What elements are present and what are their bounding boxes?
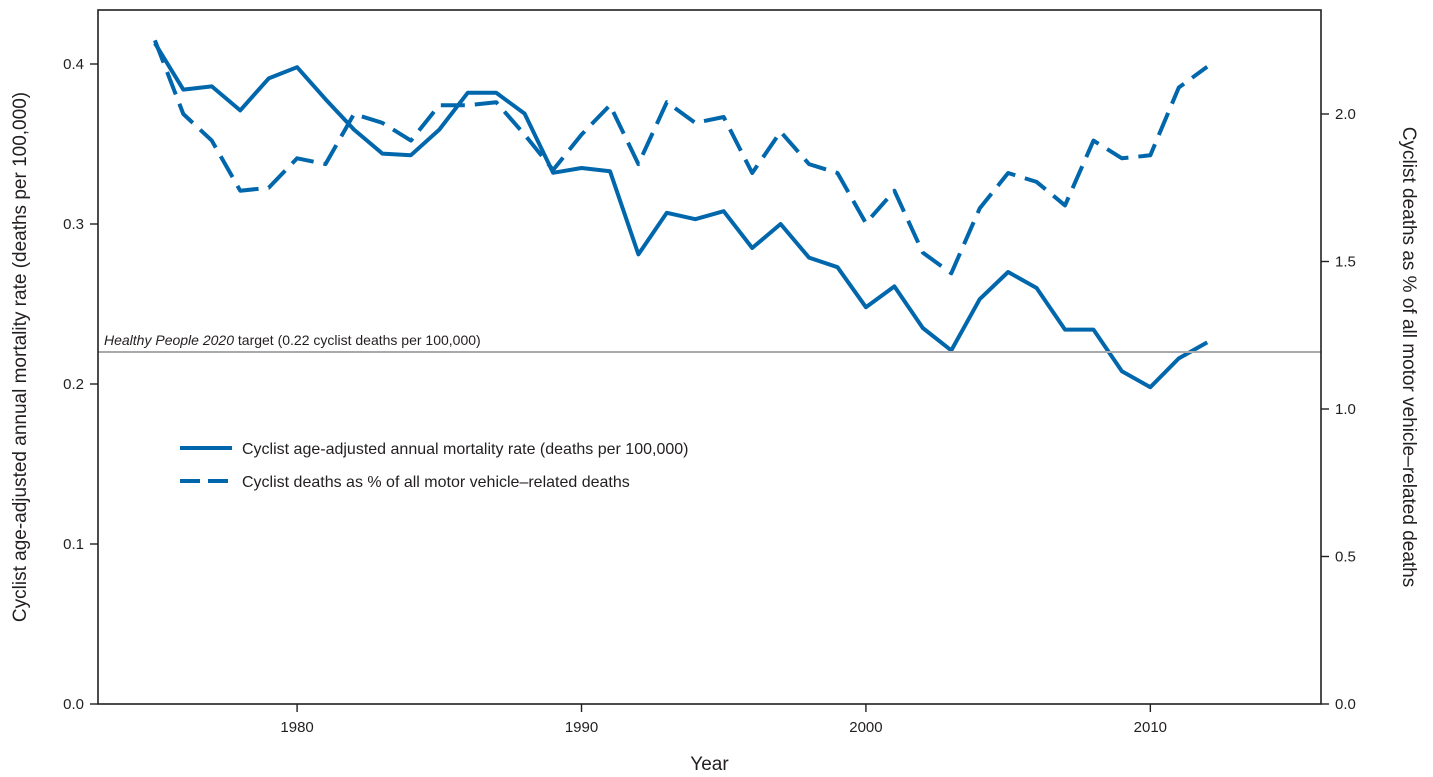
- x-axis-title: Year: [690, 754, 729, 775]
- left-y-tick-label: 0.0: [63, 696, 84, 713]
- right-y-tick-label: 1.5: [1335, 254, 1356, 271]
- left-y-tick-label: 0.1: [63, 536, 84, 553]
- x-tick-label: 2010: [1134, 719, 1167, 736]
- left-y-tick-label: 0.3: [63, 216, 84, 233]
- left-y-tick-label: 0.2: [63, 376, 84, 393]
- x-tick-label: 2000: [849, 719, 882, 736]
- target-reference-label: Healthy People 2020 target (0.22 cyclist…: [104, 332, 481, 348]
- right-y-tick-label: 2.0: [1335, 106, 1356, 123]
- legend-label-mortality-rate: Cyclist age-adjusted annual mortality ra…: [242, 441, 688, 458]
- right-y-axis-title: Cyclist deaths as % of all motor vehicle…: [1398, 127, 1419, 587]
- left-y-tick-label: 0.4: [63, 56, 84, 73]
- right-y-tick-label: 1.0: [1335, 401, 1356, 418]
- target-reference-label-rest: target (0.22 cyclist deaths per 100,000): [234, 332, 481, 348]
- x-tick-label: 1990: [565, 719, 598, 736]
- left-y-axis-title: Cyclist age-adjusted annual mortality ra…: [10, 92, 31, 622]
- x-tick-label: 1980: [280, 719, 313, 736]
- right-y-tick-label: 0.5: [1335, 549, 1356, 566]
- plot-frame: [97, 9, 1322, 705]
- target-reference-label-italic: Healthy People 2020: [104, 332, 234, 348]
- series-line-percent-deaths: [153, 39, 1209, 276]
- plot-lines: [153, 39, 1209, 390]
- left-y-axis-ticks: 0.0 0.1 0.2 0.3 0.4: [63, 56, 98, 713]
- legend-label-percent-deaths: Cyclist deaths as % of all motor vehicle…: [242, 474, 630, 491]
- right-y-tick-label: 0.0: [1335, 696, 1356, 713]
- right-y-axis-ticks: 0.0 0.5 1.0 1.5 2.0: [1321, 106, 1356, 713]
- legend: Cyclist age-adjusted annual mortality ra…: [180, 441, 688, 491]
- x-axis-ticks: 1980 1990 2000 2010: [280, 704, 1167, 736]
- series-line-mortality-rate: [153, 42, 1209, 390]
